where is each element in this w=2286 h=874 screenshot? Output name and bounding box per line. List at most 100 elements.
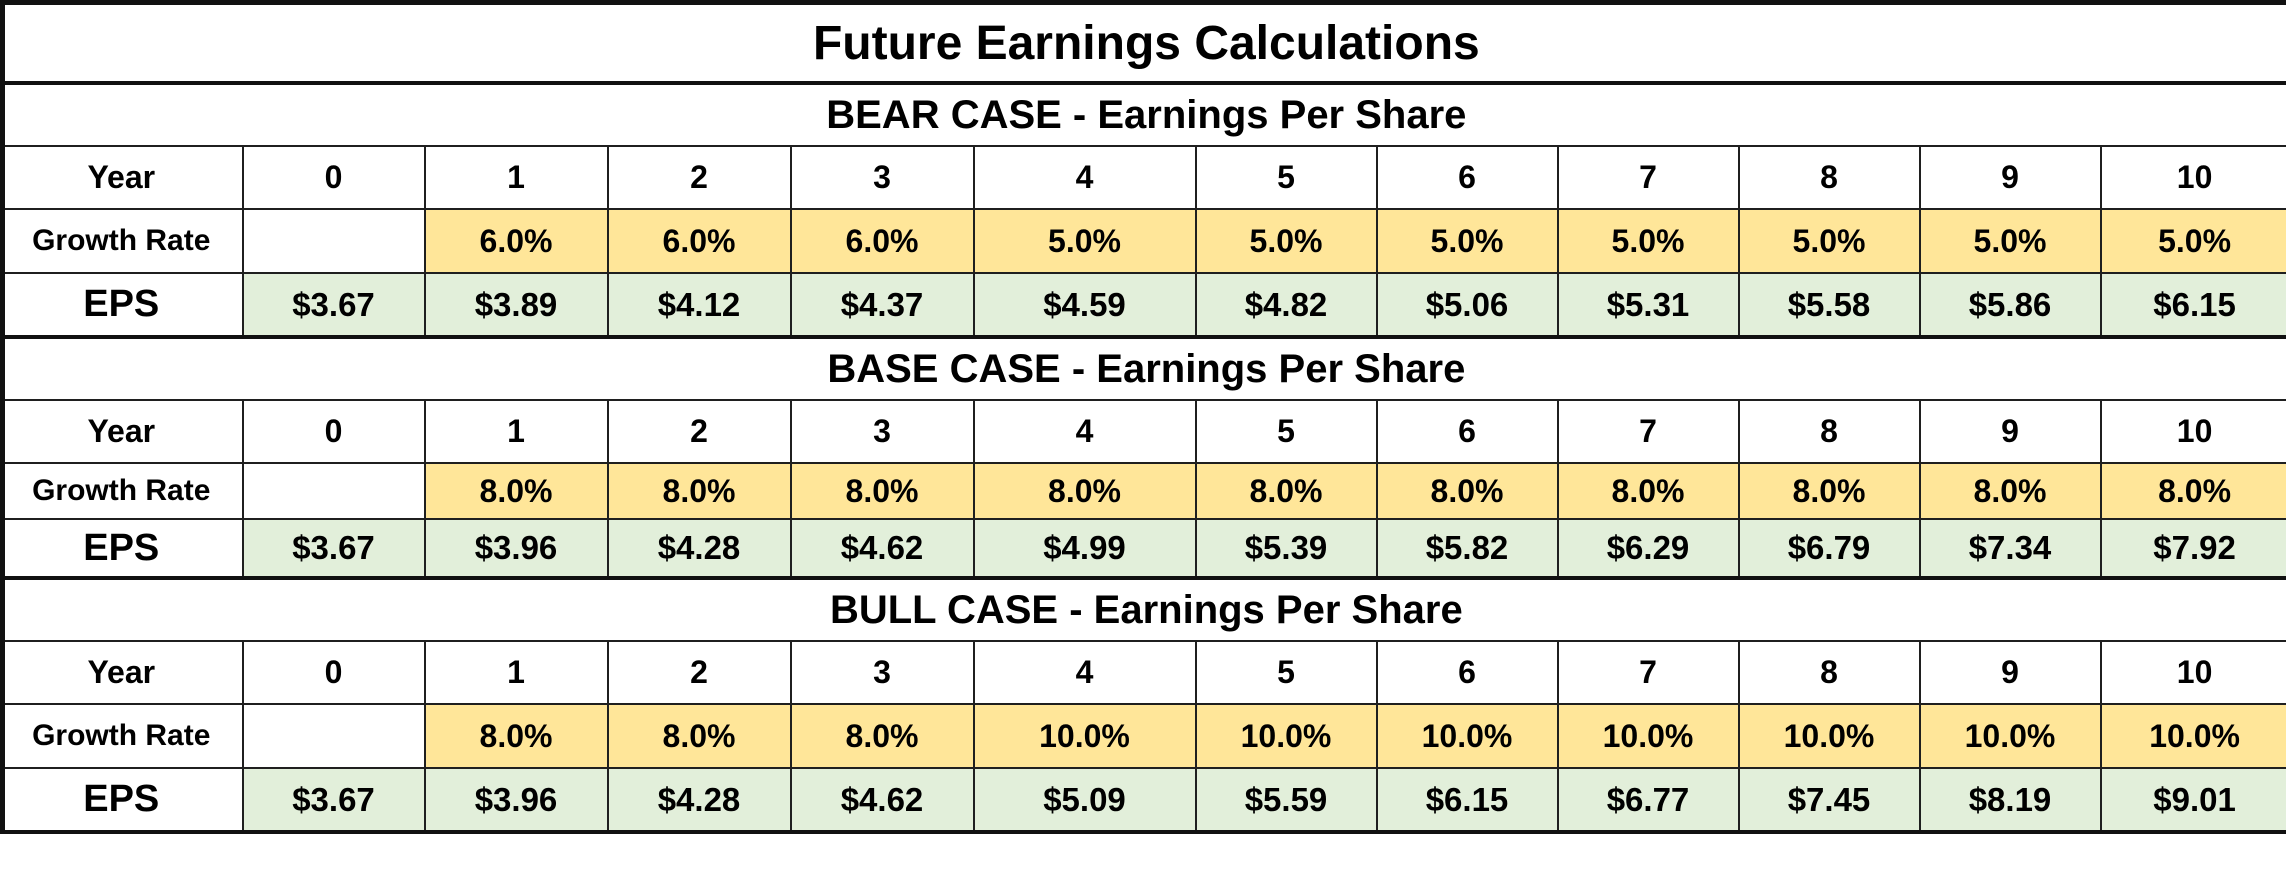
growth-cell[interactable]: 10.0% bbox=[1737, 703, 1921, 769]
growth-cell[interactable]: 8.0% bbox=[1194, 462, 1378, 520]
growth-cell[interactable]: 8.0% bbox=[1918, 462, 2102, 520]
year-cell[interactable]: 0 bbox=[241, 145, 426, 210]
year-cell[interactable]: 8 bbox=[1737, 399, 1921, 464]
year-cell[interactable]: 5 bbox=[1194, 145, 1378, 210]
year-cell[interactable]: 4 bbox=[972, 640, 1197, 705]
eps-cell[interactable]: $4.37 bbox=[789, 272, 975, 338]
eps-cell[interactable]: $5.06 bbox=[1375, 272, 1559, 338]
growth-cell[interactable]: 10.0% bbox=[1918, 703, 2102, 769]
eps-cell[interactable]: $6.15 bbox=[2099, 272, 2286, 338]
year-cell[interactable]: 9 bbox=[1918, 640, 2102, 705]
growth-cell[interactable]: 5.0% bbox=[1194, 208, 1378, 274]
eps-cell[interactable]: $4.62 bbox=[789, 518, 975, 579]
growth-cell[interactable]: 8.0% bbox=[1556, 462, 1740, 520]
year-cell[interactable]: 4 bbox=[972, 399, 1197, 464]
growth-cell[interactable]: 10.0% bbox=[1194, 703, 1378, 769]
growth-cell[interactable]: 10.0% bbox=[972, 703, 1197, 769]
growth-cell[interactable]: 5.0% bbox=[1918, 208, 2102, 274]
eps-cell[interactable]: $8.19 bbox=[1918, 767, 2102, 834]
eps-cell[interactable]: $5.59 bbox=[1194, 767, 1378, 834]
eps-cell[interactable]: $7.34 bbox=[1918, 518, 2102, 579]
eps-cell[interactable]: $3.96 bbox=[423, 518, 609, 579]
growth-cell[interactable]: 10.0% bbox=[2099, 703, 2286, 769]
growth-cell[interactable]: 8.0% bbox=[606, 703, 792, 769]
growth-cell[interactable]: 6.0% bbox=[789, 208, 975, 274]
growth-cell[interactable]: 5.0% bbox=[1737, 208, 1921, 274]
eps-cell[interactable]: $5.86 bbox=[1918, 272, 2102, 338]
year-cell[interactable]: 4 bbox=[972, 145, 1197, 210]
growth-cell[interactable]: 6.0% bbox=[606, 208, 792, 274]
growth-cell[interactable]: 5.0% bbox=[1556, 208, 1740, 274]
eps-cell[interactable]: $9.01 bbox=[2099, 767, 2286, 834]
year-cell[interactable]: 9 bbox=[1918, 145, 2102, 210]
growth-cell[interactable]: 8.0% bbox=[423, 462, 609, 520]
eps-cell[interactable]: $5.58 bbox=[1737, 272, 1921, 338]
eps-cell[interactable]: $5.09 bbox=[972, 767, 1197, 834]
eps-cell[interactable]: $3.89 bbox=[423, 272, 609, 338]
eps-cell[interactable]: $3.67 bbox=[241, 767, 426, 834]
eps-cell[interactable]: $4.62 bbox=[789, 767, 975, 834]
year-cell[interactable]: 2 bbox=[606, 145, 792, 210]
growth-rate-label[interactable]: Growth Rate bbox=[0, 208, 244, 274]
base-case-title[interactable]: BASE CASE - Earnings Per Share bbox=[0, 335, 2286, 401]
year-cell[interactable]: 6 bbox=[1375, 145, 1559, 210]
eps-cell[interactable]: $4.28 bbox=[606, 767, 792, 834]
year-cell[interactable]: 9 bbox=[1918, 399, 2102, 464]
growth-cell[interactable]: 8.0% bbox=[1737, 462, 1921, 520]
growth-cell[interactable]: 8.0% bbox=[423, 703, 609, 769]
growth-cell-empty[interactable] bbox=[241, 703, 426, 769]
bull-case-title[interactable]: BULL CASE - Earnings Per Share bbox=[0, 576, 2286, 642]
growth-cell[interactable]: 10.0% bbox=[1375, 703, 1559, 769]
eps-cell[interactable]: $6.29 bbox=[1556, 518, 1740, 579]
year-cell[interactable]: 7 bbox=[1556, 145, 1740, 210]
eps-cell[interactable]: $4.59 bbox=[972, 272, 1197, 338]
year-cell[interactable]: 10 bbox=[2099, 399, 2286, 464]
year-cell[interactable]: 8 bbox=[1737, 145, 1921, 210]
year-cell[interactable]: 5 bbox=[1194, 399, 1378, 464]
eps-cell[interactable]: $4.12 bbox=[606, 272, 792, 338]
growth-cell[interactable]: 6.0% bbox=[423, 208, 609, 274]
year-cell[interactable]: 3 bbox=[789, 399, 975, 464]
year-cell[interactable]: 0 bbox=[241, 399, 426, 464]
eps-cell[interactable]: $7.45 bbox=[1737, 767, 1921, 834]
eps-cell[interactable]: $6.79 bbox=[1737, 518, 1921, 579]
year-cell[interactable]: 10 bbox=[2099, 640, 2286, 705]
year-cell[interactable]: 6 bbox=[1375, 640, 1559, 705]
eps-cell[interactable]: $5.82 bbox=[1375, 518, 1559, 579]
eps-cell[interactable]: $3.67 bbox=[241, 272, 426, 338]
growth-cell[interactable]: 8.0% bbox=[2099, 462, 2286, 520]
year-cell[interactable]: 1 bbox=[423, 640, 609, 705]
eps-cell[interactable]: $7.92 bbox=[2099, 518, 2286, 579]
eps-label[interactable]: EPS bbox=[0, 518, 244, 579]
eps-cell[interactable]: $6.77 bbox=[1556, 767, 1740, 834]
year-label[interactable]: Year bbox=[0, 145, 244, 210]
year-cell[interactable]: 3 bbox=[789, 145, 975, 210]
growth-cell-empty[interactable] bbox=[241, 462, 426, 520]
year-cell[interactable]: 7 bbox=[1556, 640, 1740, 705]
main-title[interactable]: Future Earnings Calculations bbox=[0, 0, 2286, 85]
growth-cell[interactable]: 5.0% bbox=[972, 208, 1197, 274]
year-cell[interactable]: 3 bbox=[789, 640, 975, 705]
growth-cell-empty[interactable] bbox=[241, 208, 426, 274]
year-cell[interactable]: 5 bbox=[1194, 640, 1378, 705]
year-cell[interactable]: 1 bbox=[423, 399, 609, 464]
eps-label[interactable]: EPS bbox=[0, 767, 244, 834]
growth-cell[interactable]: 8.0% bbox=[606, 462, 792, 520]
eps-cell[interactable]: $5.39 bbox=[1194, 518, 1378, 579]
year-label[interactable]: Year bbox=[0, 640, 244, 705]
eps-cell[interactable]: $4.28 bbox=[606, 518, 792, 579]
eps-cell[interactable]: $3.67 bbox=[241, 518, 426, 579]
year-label[interactable]: Year bbox=[0, 399, 244, 464]
year-cell[interactable]: 8 bbox=[1737, 640, 1921, 705]
eps-cell[interactable]: $5.31 bbox=[1556, 272, 1740, 338]
growth-cell[interactable]: 8.0% bbox=[1375, 462, 1559, 520]
eps-cell[interactable]: $4.99 bbox=[972, 518, 1197, 579]
eps-cell[interactable]: $4.82 bbox=[1194, 272, 1378, 338]
eps-cell[interactable]: $3.96 bbox=[423, 767, 609, 834]
growth-rate-label[interactable]: Growth Rate bbox=[0, 703, 244, 769]
growth-cell[interactable]: 5.0% bbox=[2099, 208, 2286, 274]
year-cell[interactable]: 2 bbox=[606, 640, 792, 705]
year-cell[interactable]: 7 bbox=[1556, 399, 1740, 464]
growth-cell[interactable]: 8.0% bbox=[789, 462, 975, 520]
year-cell[interactable]: 0 bbox=[241, 640, 426, 705]
